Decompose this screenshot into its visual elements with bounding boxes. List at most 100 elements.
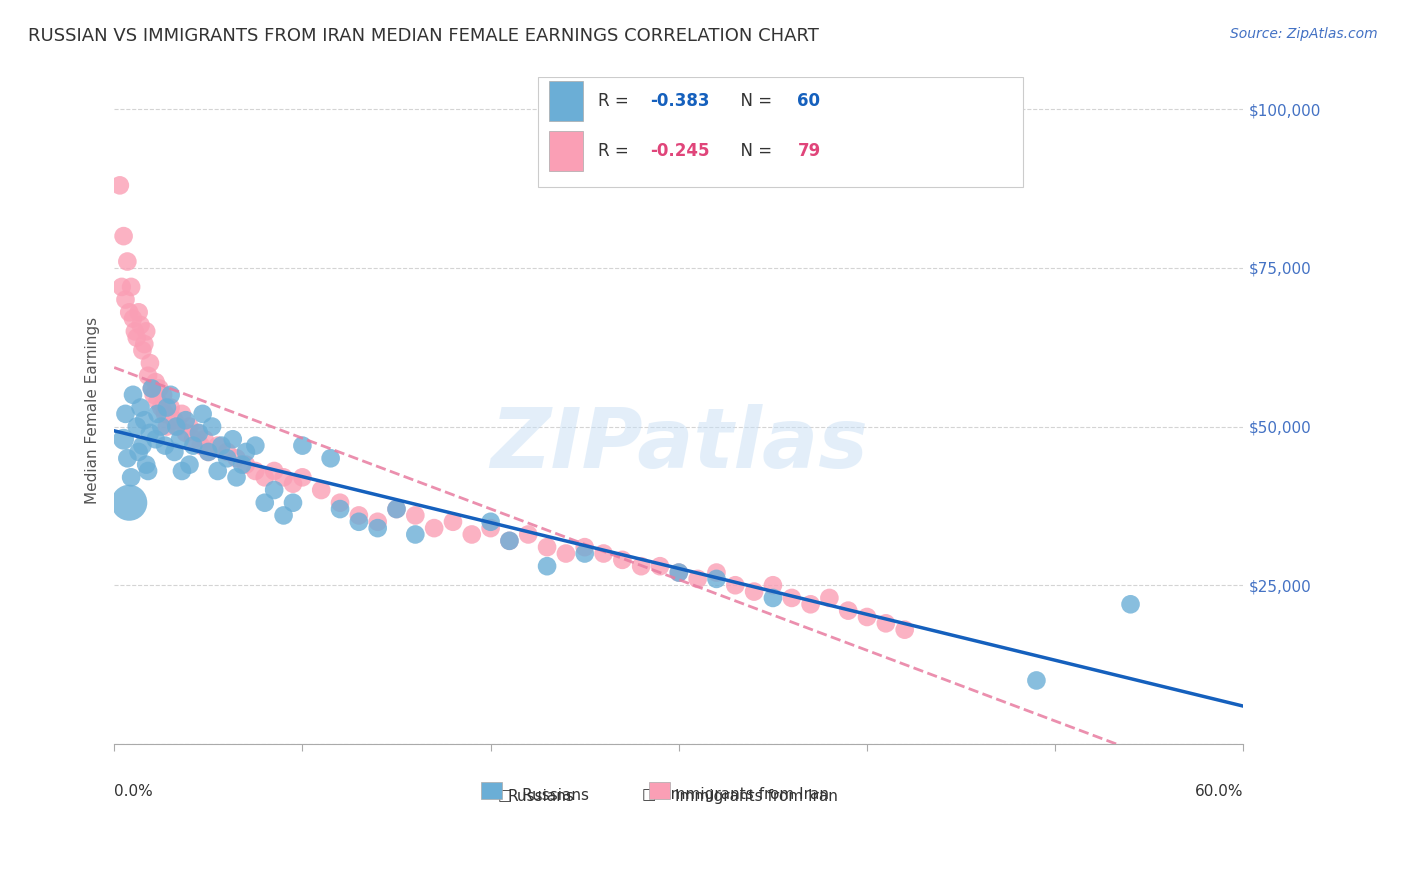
Point [423,521,446,535]
Point [329,496,352,510]
Point [762,578,785,592]
Point [235,445,257,459]
Point [479,521,502,535]
Point [163,413,186,427]
Point [217,451,239,466]
Point [498,533,520,548]
Point [592,547,614,561]
Point [281,476,304,491]
Point [193,432,215,446]
Point [222,432,245,446]
Point [856,610,879,624]
Text: R =: R = [598,92,634,110]
Point [134,413,156,427]
Point [536,540,558,554]
Point [139,356,162,370]
Point [108,178,131,193]
Point [136,368,159,383]
FancyBboxPatch shape [537,78,1024,187]
Point [190,439,212,453]
Point [245,439,267,453]
Point [136,464,159,478]
Point [281,496,304,510]
Point [146,394,169,409]
Point [291,439,314,453]
Text: 60: 60 [797,92,820,110]
Point [253,470,276,484]
Point [141,382,163,396]
Point [169,432,191,446]
Point [319,451,342,466]
Point [142,388,165,402]
Point [156,419,179,434]
Point [273,508,295,523]
Point [404,527,426,541]
Point [128,445,150,459]
Text: ZIPatlas: ZIPatlas [489,403,868,484]
Point [112,432,135,446]
Y-axis label: Median Female Earnings: Median Female Earnings [86,318,100,504]
Point [134,337,156,351]
Point [122,388,145,402]
Point [742,584,765,599]
Point [498,533,520,548]
Text: Source: ZipAtlas.com: Source: ZipAtlas.com [1230,27,1378,41]
Point [263,464,285,478]
Point [124,324,146,338]
Point [367,521,389,535]
Text: -0.245: -0.245 [651,142,710,160]
Point [309,483,332,497]
Text: -0.383: -0.383 [651,92,710,110]
Point [574,547,596,561]
Point [648,559,671,574]
Point [159,401,181,415]
Point [145,432,167,446]
Point [385,502,408,516]
Point [141,382,163,396]
Point [273,470,295,484]
Point [201,419,224,434]
Point [128,305,150,319]
Point [114,293,136,307]
Point [120,280,142,294]
Point [231,458,253,472]
Point [686,572,709,586]
Point [235,458,257,472]
Point [197,445,219,459]
Point [574,540,596,554]
Point [211,439,233,453]
Point [120,470,142,484]
Text: N =: N = [730,92,778,110]
Point [245,464,267,478]
Point [129,318,152,332]
Point [893,623,915,637]
Point [367,515,389,529]
Text: 0.0%: 0.0% [114,784,153,799]
Point [612,553,634,567]
Text: RUSSIAN VS IMMIGRANTS FROM IRAN MEDIAN FEMALE EARNINGS CORRELATION CHART: RUSSIAN VS IMMIGRANTS FROM IRAN MEDIAN F… [28,27,818,45]
Text: 79: 79 [797,142,821,160]
Point [125,331,148,345]
Text: Russians: Russians [508,789,574,805]
Point [114,407,136,421]
Point [135,324,157,338]
Point [197,445,219,459]
Point [145,375,167,389]
Text: R =: R = [598,142,634,160]
Point [112,229,135,244]
Point [818,591,841,605]
Point [170,464,193,478]
Point [800,597,823,611]
Point [131,439,153,453]
Point [536,559,558,574]
Point [153,407,176,421]
Point [174,413,197,427]
Point [875,616,897,631]
Bar [650,782,669,798]
Point [179,419,201,434]
Point [191,407,214,421]
Point [181,432,204,446]
Point [347,508,370,523]
Point [179,458,201,472]
Point [706,566,728,580]
